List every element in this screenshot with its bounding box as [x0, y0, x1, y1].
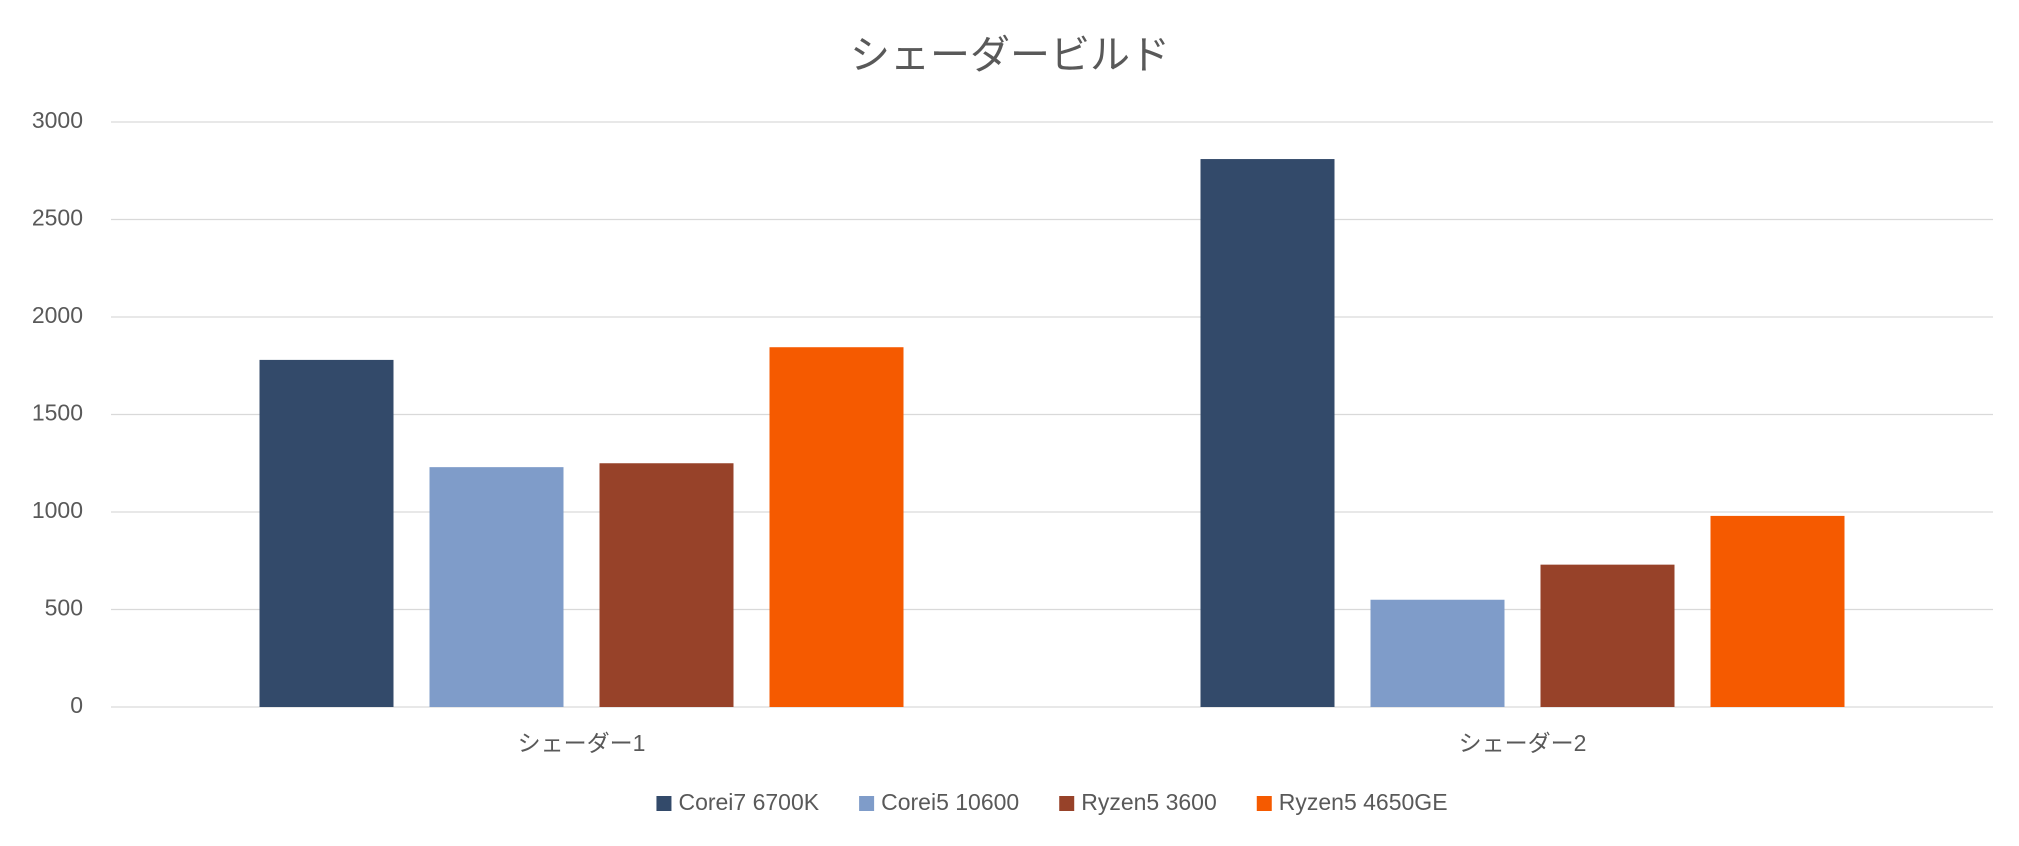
bar [1540, 564, 1675, 707]
bar [769, 347, 904, 707]
bar [599, 463, 734, 707]
legend-label: Corei7 6700K [678, 789, 819, 815]
y-tick-label: 2500 [32, 205, 83, 231]
legend-swatch [1059, 796, 1075, 811]
legend-swatch [656, 796, 672, 811]
bar [1370, 599, 1505, 707]
x-tick-label: シェーダー1 [518, 730, 646, 756]
y-tick-label: 0 [70, 692, 83, 718]
legend-label: Ryzen5 4650GE [1279, 789, 1448, 815]
bar [259, 359, 394, 707]
chart-title: シェーダービルド [850, 34, 1170, 78]
y-tick-label: 500 [45, 595, 83, 621]
legend-label: Ryzen5 3600 [1081, 789, 1217, 815]
legend-swatch [859, 796, 875, 811]
y-tick-label: 1500 [32, 400, 83, 426]
bar [429, 467, 564, 707]
legend-swatch [1256, 796, 1272, 811]
x-tick-label: シェーダー2 [1459, 730, 1587, 756]
y-tick-label: 1000 [32, 497, 83, 523]
bar [1200, 159, 1335, 708]
y-tick-label: 3000 [32, 107, 83, 133]
legend-label: Corei5 10600 [881, 789, 1019, 815]
y-tick-label: 2000 [32, 302, 83, 328]
bar [1710, 515, 1845, 707]
